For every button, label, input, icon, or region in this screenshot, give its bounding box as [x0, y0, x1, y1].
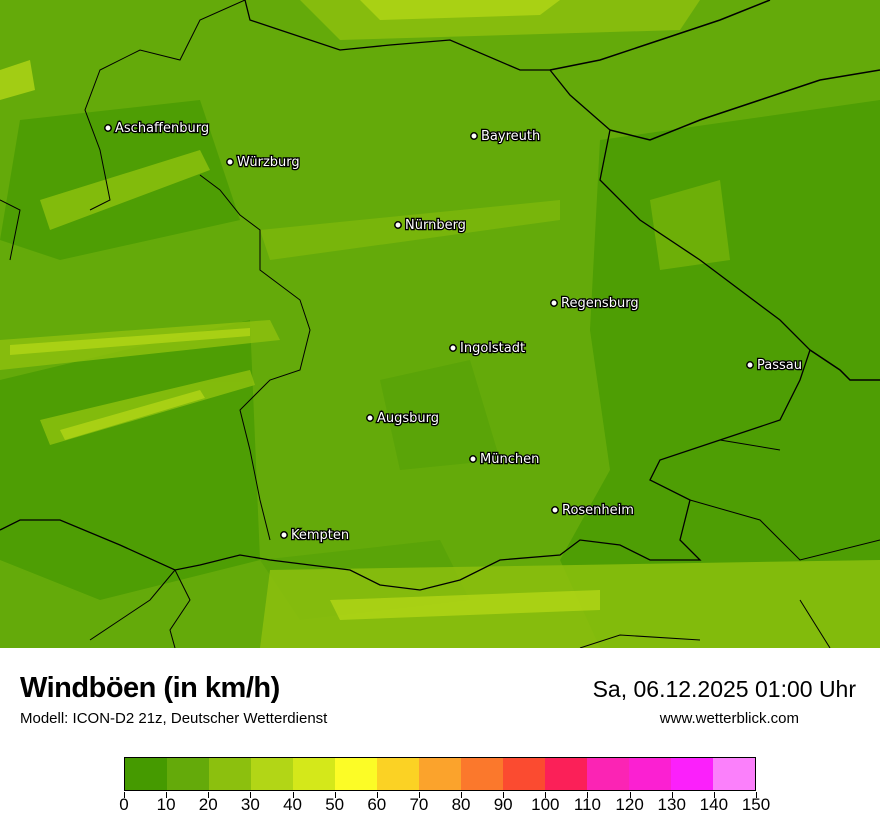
legend-swatch [587, 758, 629, 790]
city-rosenheim: Rosenheim [551, 502, 635, 519]
legend-tick-label: 100 [531, 795, 560, 814]
legend-swatch [293, 758, 335, 790]
legend-tick [671, 792, 673, 798]
field-peak [0, 0, 600, 620]
legend-swatch [335, 758, 377, 790]
legend-tick-label: 10 [156, 795, 176, 814]
city-dot-icon [226, 158, 234, 166]
website-link[interactable]: www.wetterblick.com [659, 710, 799, 727]
city-dot-icon [366, 414, 374, 422]
city-label: Bayreuth [481, 129, 540, 144]
city-label: Nürnberg [405, 218, 466, 233]
wind-gust-map: Aschaffenburg Würzburg Bayreuth Nürnberg Reg… [0, 0, 880, 648]
city-label: Würzburg [237, 155, 300, 170]
city-dot-icon [280, 531, 288, 539]
legend-tick-label: 30 [240, 795, 260, 814]
city-label: Augsburg [377, 411, 439, 426]
city-münchen: München [469, 451, 541, 468]
city-dot-icon [746, 361, 754, 369]
legend-tick-label: 150 [741, 795, 771, 814]
city-label: Kempten [291, 528, 349, 543]
legend-tick [629, 792, 631, 798]
legend-tick [250, 792, 252, 798]
legend-tick [503, 792, 505, 798]
legend-tick [208, 792, 210, 798]
legend-tick [166, 792, 168, 798]
legend-tick-label: 130 [657, 795, 686, 814]
legend-tick [756, 792, 757, 798]
legend-ticks: 0 10 20 30 40 50 60 70 80 90 100 110 120 130 140 150 [119, 792, 770, 822]
city-passau: Passau [746, 357, 803, 374]
legend-tick-label: 140 [699, 795, 729, 814]
color-scale-legend [124, 757, 756, 791]
city-dot-icon [104, 124, 112, 132]
legend-swatch [209, 758, 251, 790]
model-source: Modell: ICON-D2 21z, Deutscher Wetterdie… [20, 710, 328, 727]
city-augsburg: Augsburg [366, 410, 440, 427]
city-nürnberg: Nürnberg [394, 217, 467, 234]
city-aschaffenburg: Aschaffenburg [104, 120, 210, 137]
legend-tick [124, 792, 125, 798]
city-regensburg: Regensburg [550, 295, 640, 312]
legend-tick [545, 792, 547, 798]
legend-tick [418, 792, 420, 798]
legend-tick [292, 792, 294, 798]
legend-swatch [167, 758, 209, 790]
legend-swatch [461, 758, 503, 790]
legend-tick-label: 80 [451, 795, 471, 814]
city-dot-icon [550, 299, 558, 307]
city-label: Rosenheim [562, 503, 634, 518]
city-label: Regensburg [561, 296, 639, 311]
city-label: Aschaffenburg [115, 121, 209, 136]
city-label: München [480, 452, 539, 467]
city-dot-icon [394, 221, 402, 229]
legend-swatch [629, 758, 671, 790]
city-würzburg: Würzburg [226, 154, 301, 171]
legend-tick [376, 792, 378, 798]
legend-swatch [251, 758, 293, 790]
legend-swatch [713, 758, 755, 790]
legend-tick-label: 40 [283, 795, 302, 814]
legend-tick-label: 60 [367, 795, 387, 814]
city-label: Passau [757, 358, 802, 373]
forecast-datetime: Sa, 06.12.2025 01:00 Uhr [592, 676, 856, 702]
city-dot-icon [551, 506, 559, 514]
city-markers: Aschaffenburg Würzburg Bayreuth Nürnberg Reg… [104, 120, 803, 544]
legend-swatch [503, 758, 545, 790]
legend-tick-label: 90 [493, 795, 513, 814]
legend-tick [334, 792, 336, 798]
map-title: Windböen (in km/h) [20, 672, 280, 704]
legend-swatch [125, 758, 167, 790]
city-label: Ingolstadt [460, 341, 525, 356]
legend-swatch [545, 758, 587, 790]
city-kempten: Kempten [280, 527, 350, 544]
legend-tick-label: 20 [198, 795, 218, 814]
legend-swatch [419, 758, 461, 790]
city-dot-icon [469, 455, 477, 463]
city-bayreuth: Bayreuth [470, 128, 542, 145]
legend-tick [587, 792, 589, 798]
borders [0, 0, 880, 648]
legend-tick-label: 0 [119, 795, 129, 814]
legend-swatch [377, 758, 419, 790]
legend-tick-label: 50 [325, 795, 345, 814]
city-dot-icon [449, 344, 457, 352]
legend-tick [461, 792, 463, 798]
legend-tick-label: 110 [573, 795, 602, 814]
legend-tick-label: 70 [409, 795, 429, 814]
legend-swatch [671, 758, 713, 790]
city-ingolstadt: Ingolstadt [449, 340, 526, 357]
legend-tick-label: 120 [615, 795, 644, 814]
legend-tick [713, 792, 715, 798]
city-dot-icon [470, 132, 478, 140]
